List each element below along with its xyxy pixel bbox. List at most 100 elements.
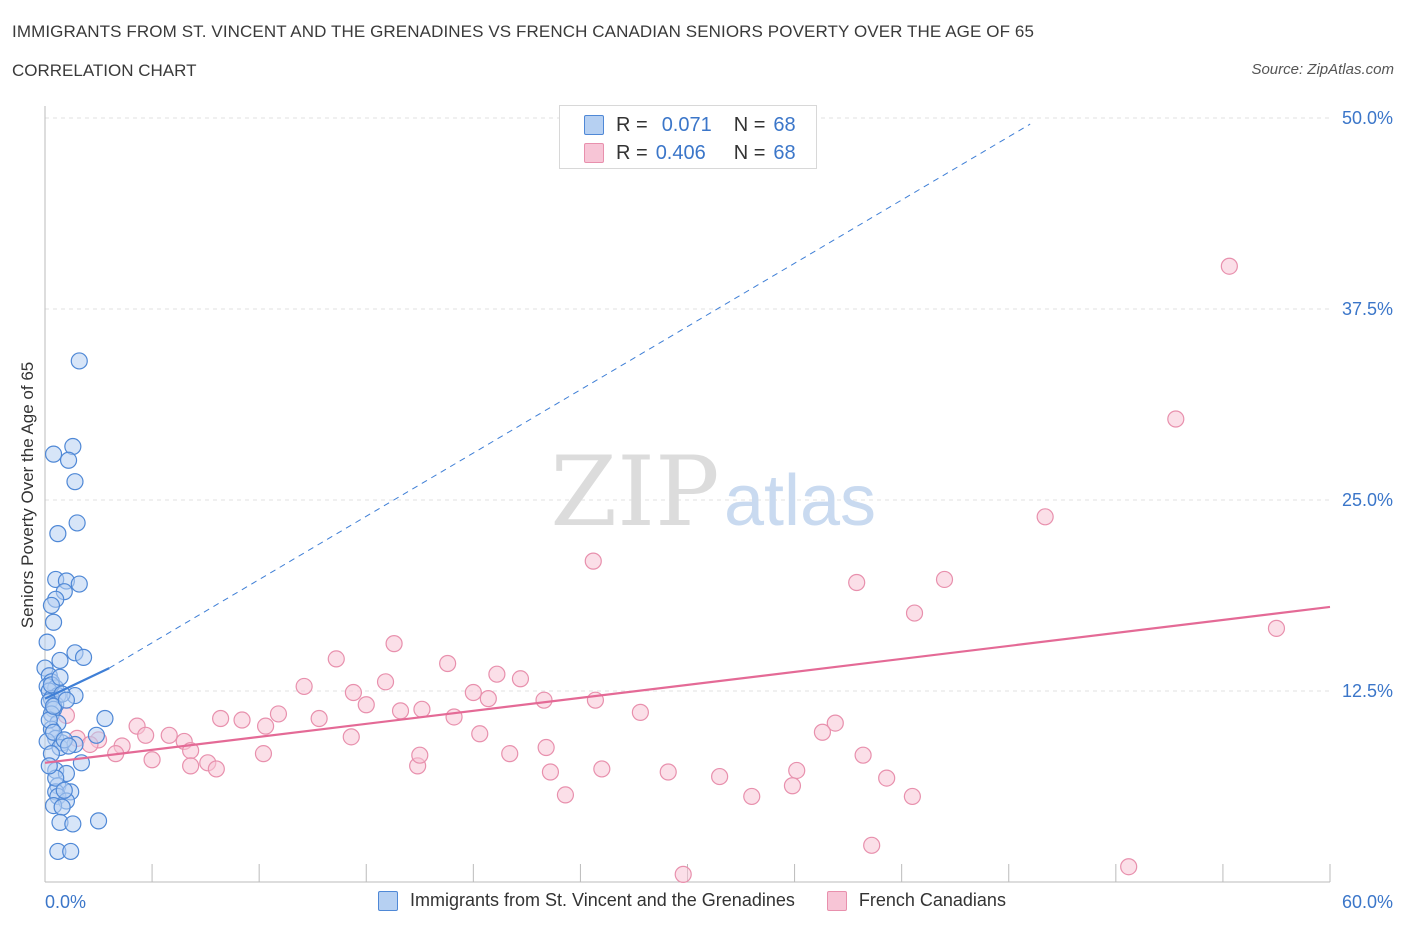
watermark-zip: ZIP [550, 436, 719, 548]
st-vincent-point [70, 352, 88, 370]
french-canadians-point [878, 769, 896, 787]
correlation-legend: R = 0.071 N = 68 R = 0.406 N = 68 [559, 105, 817, 169]
french-canadians-point [593, 760, 611, 778]
grid-layer [45, 117, 1330, 692]
trendlines [44, 123, 1331, 764]
french-canadians-point [254, 745, 273, 763]
series-swatch-pink [826, 890, 847, 911]
st-vincent-point [44, 613, 63, 631]
french-canadians-point [479, 690, 497, 708]
y-tick-label: 50.0% [1342, 108, 1393, 128]
st-vincent-point [96, 709, 114, 728]
french-canadians-point [488, 665, 506, 683]
french-canadians-point [813, 723, 832, 741]
french-canadians-point [471, 725, 489, 743]
french-canadians-point [137, 726, 155, 744]
y-tick-label: 12.5% [1342, 681, 1393, 701]
st-vincent-point [49, 525, 67, 543]
legend-n-label: N = [733, 141, 766, 164]
french-canadians-point [1120, 858, 1138, 876]
french-canadians-point [445, 708, 463, 726]
legend-n-label: N = [733, 113, 766, 136]
french-canadians-point [556, 786, 575, 804]
st-vincent-point [57, 691, 76, 709]
french-canadians-point [674, 865, 692, 883]
french-canadians-point [212, 709, 230, 728]
french-canadians-point [411, 746, 429, 764]
french-canadians-point [1167, 410, 1185, 428]
watermark: ZIP atlas [550, 436, 876, 548]
french-canadians-point [537, 738, 555, 757]
y-tick-label: 25.0% [1342, 490, 1393, 510]
french-canadians-point [233, 711, 251, 729]
st-vincent-point [66, 473, 84, 491]
french-canadians-point [439, 654, 457, 673]
st-vincent-point [89, 812, 108, 830]
french-canadians-point [903, 787, 921, 806]
french-canadians-point [631, 703, 649, 721]
french-canadians-point [464, 683, 482, 702]
legend-r-value: 0.071 [661, 113, 712, 136]
french-canadians-points [57, 257, 1286, 883]
french-canadians-point [310, 709, 328, 728]
chart-subtitle: CORRELATION CHART [12, 61, 197, 80]
st-vincent-point [70, 575, 88, 593]
french-canadians-point [376, 673, 395, 691]
french-canadians-point [743, 787, 761, 806]
french-canadians-point [413, 700, 431, 718]
legend-row-blue: R = 0.071 N = 68 [584, 113, 796, 137]
french-canadians-point [385, 635, 403, 653]
french-canadians-point [783, 777, 802, 795]
french-canadians-point [826, 714, 844, 732]
legend-swatch-blue [584, 115, 604, 135]
french-canadians-trendline [44, 605, 1331, 764]
watermark-atlas: atlas [724, 461, 876, 541]
series-legend-label: French Canadians [858, 890, 1006, 910]
french-canadians-point [1267, 619, 1286, 637]
st-vincent-point [51, 651, 69, 670]
st-vincent-point [51, 668, 69, 686]
french-canadians-point [344, 683, 362, 702]
st-vincent-point [68, 514, 86, 532]
french-canadians-point [788, 761, 806, 780]
french-canadians-point [535, 691, 553, 709]
st-vincent-point [44, 445, 63, 463]
french-canadians-point [256, 717, 275, 735]
chart-title: IMMIGRANTS FROM ST. VINCENT AND THE GREN… [12, 22, 1034, 41]
st-vincent-trendline [44, 667, 110, 700]
french-canadians-point [501, 745, 519, 763]
legend-n-value: 68 [773, 113, 796, 136]
french-canadians-point [711, 767, 729, 786]
st-vincent-point [62, 842, 80, 861]
st-vincent-point [74, 648, 93, 666]
series-legend-item-pink: French Canadians [826, 890, 1006, 911]
legend-swatch-pink [584, 143, 604, 163]
source-label: Source: ZipAtlas.com [1251, 61, 1394, 78]
st-vincent-point [64, 815, 82, 833]
st-vincent-point [59, 451, 78, 469]
french-canadians-point [327, 650, 345, 668]
french-canadians-point [182, 757, 200, 775]
x-tick-label: 0.0% [45, 892, 86, 912]
french-canadians-point [863, 836, 881, 854]
french-canadians-point [143, 751, 161, 769]
series-legend-item-blue: Immigrants from St. Vincent and the Gren… [378, 890, 795, 911]
legend-n-value: 68 [773, 141, 796, 164]
french-canadians-point [391, 702, 410, 720]
st-vincent-point [40, 757, 58, 775]
french-canadians-point [207, 760, 225, 778]
st-vincent-points [36, 352, 114, 861]
series-legend: Immigrants from St. Vincent and the Gren… [378, 890, 1038, 911]
x-tick-label: 60.0% [1342, 892, 1393, 912]
french-canadians-point [342, 728, 360, 746]
french-canadians-point [160, 726, 178, 744]
st-vincent-point [59, 737, 78, 755]
st-vincent-trendline-extension [108, 123, 1031, 669]
french-canadians-point [357, 696, 375, 714]
legend-r-value: 0.406 [655, 141, 706, 164]
french-canadians-point [848, 573, 866, 592]
st-vincent-point [53, 798, 71, 816]
french-canadians-point [935, 570, 954, 589]
series-legend-label: Immigrants from St. Vincent and the Gren… [410, 890, 795, 910]
